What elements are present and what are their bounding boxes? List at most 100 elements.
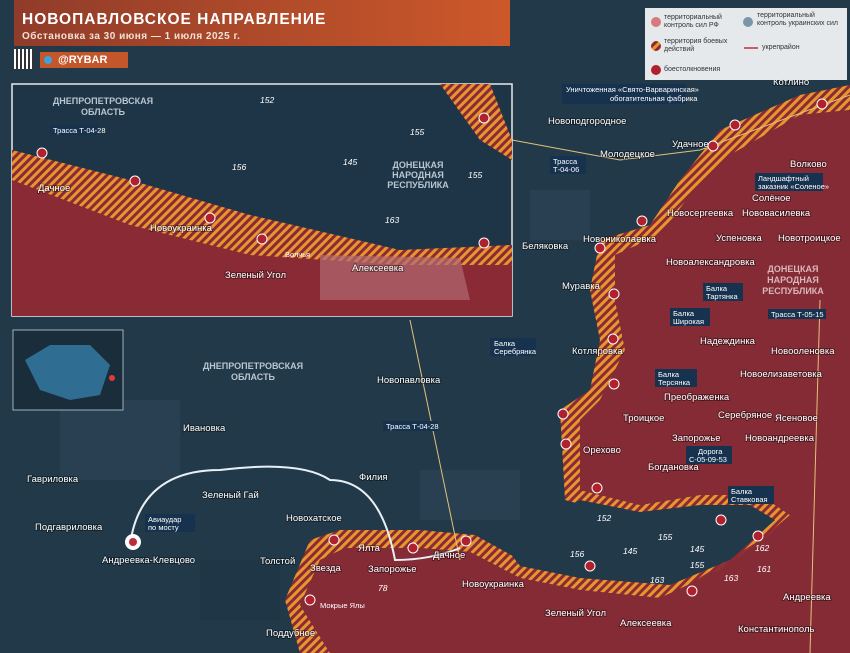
place[interactable]: Новопавловка xyxy=(376,374,442,387)
callout-stavkovaya-2: Ставковая xyxy=(731,495,768,504)
place[interactable]: Ясеновое xyxy=(774,412,819,425)
callout-tersyanka-2: Терсянка xyxy=(658,378,691,387)
region-dnr-3: РЕСПУБЛИКА xyxy=(762,286,824,296)
place[interactable]: Зеленый Гай xyxy=(201,489,260,502)
qr-code-icon[interactable] xyxy=(14,49,34,69)
inset-map[interactable]: ДНЕПРОПЕТРОВСКАЯ ОБЛАСТЬ ДОНЕЦКАЯ НАРОДН… xyxy=(11,83,513,317)
inset-region-dnipro: ДНЕПРОПЕТРОВСКАЯ xyxy=(53,96,153,106)
place[interactable]: Новониколаевка xyxy=(582,233,658,246)
legend-ua-control: территориальный контроль украинских сил xyxy=(757,12,838,27)
callout-t0515: Трасса Т-05-15 xyxy=(771,310,824,319)
ua-pocket xyxy=(500,500,775,585)
region-dnr-2: НАРОДНАЯ xyxy=(767,275,819,285)
place[interactable]: Беляковка xyxy=(521,240,570,253)
page-subtitle: Обстановка за 30 июня — 1 июля 2025 г. xyxy=(22,31,241,42)
place[interactable]: Константинополь xyxy=(737,623,816,636)
clash-icon xyxy=(651,65,661,75)
place[interactable]: Нововасилевка xyxy=(741,207,812,220)
inset-height: 145 xyxy=(343,157,357,167)
ua-control-icon xyxy=(743,17,753,27)
place[interactable]: Молодецкое xyxy=(599,148,656,161)
callout-factory-2: обогатительная фабрика xyxy=(610,94,698,103)
header-banner xyxy=(14,0,510,46)
place[interactable]: Новоелизаветовка xyxy=(739,368,824,381)
callout-factory: Уничтоженная «Свято-Варваринская» xyxy=(566,85,699,94)
place[interactable]: Ялта xyxy=(357,542,382,555)
telegram-handle[interactable]: @RYBAR xyxy=(40,52,128,68)
place[interactable]: Орехово xyxy=(582,444,622,457)
place[interactable]: Зеленый Угол xyxy=(544,607,607,620)
place[interactable]: Филия xyxy=(358,471,389,484)
place[interactable]: Солёное xyxy=(751,192,792,205)
svg-text:156: 156 xyxy=(570,549,584,559)
svg-text:162: 162 xyxy=(755,543,769,553)
place[interactable]: Поддубное xyxy=(265,627,316,640)
region-dnipro-2: ОБЛАСТЬ xyxy=(231,372,276,382)
place[interactable]: Новоалександровка xyxy=(665,256,757,269)
callout-tartyanka: Балка xyxy=(706,284,728,293)
river-label: Волчья xyxy=(285,250,310,259)
place[interactable]: Андреевка xyxy=(782,591,832,604)
place[interactable]: Звезда xyxy=(309,562,342,575)
inset-height: 152 xyxy=(260,95,274,105)
region-dnipro: ДНЕПРОПЕТРОВСКАЯ xyxy=(203,361,303,371)
inset-road-label: Трасса Т-04-28 xyxy=(53,126,106,135)
place[interactable]: Удачное xyxy=(671,138,710,151)
place[interactable]: Новосергеевка xyxy=(666,207,735,220)
place[interactable]: Дачное xyxy=(432,549,466,562)
place-labels: Котлино Новоподгородное Молодецкое Удачн… xyxy=(26,76,842,640)
inset-region-dnr: ДОНЕЦКАЯ xyxy=(393,160,444,170)
callout-shirokaya-2: Широкая xyxy=(673,317,704,326)
inset-place[interactable]: Дачное xyxy=(37,182,71,195)
place[interactable]: Андреевка-Клевцово xyxy=(101,554,196,567)
place[interactable]: Новоандреевка xyxy=(744,432,816,445)
svg-text:145: 145 xyxy=(623,546,637,556)
place[interactable]: Новооленовка xyxy=(770,345,836,358)
place[interactable]: Новохатское xyxy=(285,512,343,525)
inset-height: 163 xyxy=(385,215,399,225)
callout-airstrike-2: по мосту xyxy=(148,523,179,532)
legend-combat-zone: территория боевых действий xyxy=(664,38,728,53)
place[interactable]: Преображенка xyxy=(663,391,731,404)
svg-text:163: 163 xyxy=(650,575,664,585)
svg-text:155: 155 xyxy=(658,532,672,542)
place[interactable]: Котляровка xyxy=(571,345,624,358)
place[interactable]: Новоподгородное xyxy=(547,115,627,128)
telegram-icon xyxy=(44,56,52,64)
place[interactable]: Гавриловка xyxy=(26,473,80,486)
inset-place[interactable]: Зеленый Угол xyxy=(224,269,287,282)
place[interactable]: Надеждинка xyxy=(699,335,757,348)
callout-shirokaya: Балка xyxy=(673,309,695,318)
roads xyxy=(409,94,850,653)
svg-text:155: 155 xyxy=(690,560,704,570)
place[interactable]: Серебряное xyxy=(717,409,773,422)
inset-region-dnr-3: РЕСПУБЛИКА xyxy=(387,180,449,190)
region-dnr: ДОНЕЦКАЯ xyxy=(768,264,819,274)
place[interactable]: Запорожье xyxy=(671,432,722,445)
place[interactable]: Успеновка xyxy=(715,232,764,245)
place[interactable]: Толстой xyxy=(259,555,296,568)
callout-tersyanka: Балка xyxy=(658,370,680,379)
place[interactable]: Муравка xyxy=(561,280,602,293)
place[interactable]: Новоукраинка xyxy=(461,578,526,591)
inset-height: 155 xyxy=(468,170,482,180)
place[interactable]: Подгавриловка xyxy=(34,521,104,534)
place[interactable]: Ивановка xyxy=(182,422,227,435)
place[interactable]: Новотроицкое xyxy=(777,232,842,245)
place[interactable]: Запорожье xyxy=(367,563,418,576)
inset-region-dnr-2: НАРОДНАЯ xyxy=(392,170,444,180)
svg-text:78: 78 xyxy=(378,583,388,593)
place[interactable]: Богдановка xyxy=(647,461,700,474)
rf-territory xyxy=(300,110,850,653)
place[interactable]: Алексеевка xyxy=(619,617,673,630)
place[interactable]: Троицкое xyxy=(622,412,665,425)
place[interactable]: Волково xyxy=(789,158,828,171)
callout-road: Дорога xyxy=(698,447,723,456)
inset-place[interactable]: Новоукраинка xyxy=(149,222,214,235)
inset-place[interactable]: Алексеевка xyxy=(351,262,405,275)
page-title: НОВОПАВЛОВСКОЕ НАПРАВЛЕНИЕ xyxy=(22,11,327,28)
inset-height: 156 xyxy=(232,162,246,172)
callouts: Уничтоженная «Свято-Варваринская» обогат… xyxy=(145,84,829,532)
clash-markers[interactable] xyxy=(36,98,828,606)
